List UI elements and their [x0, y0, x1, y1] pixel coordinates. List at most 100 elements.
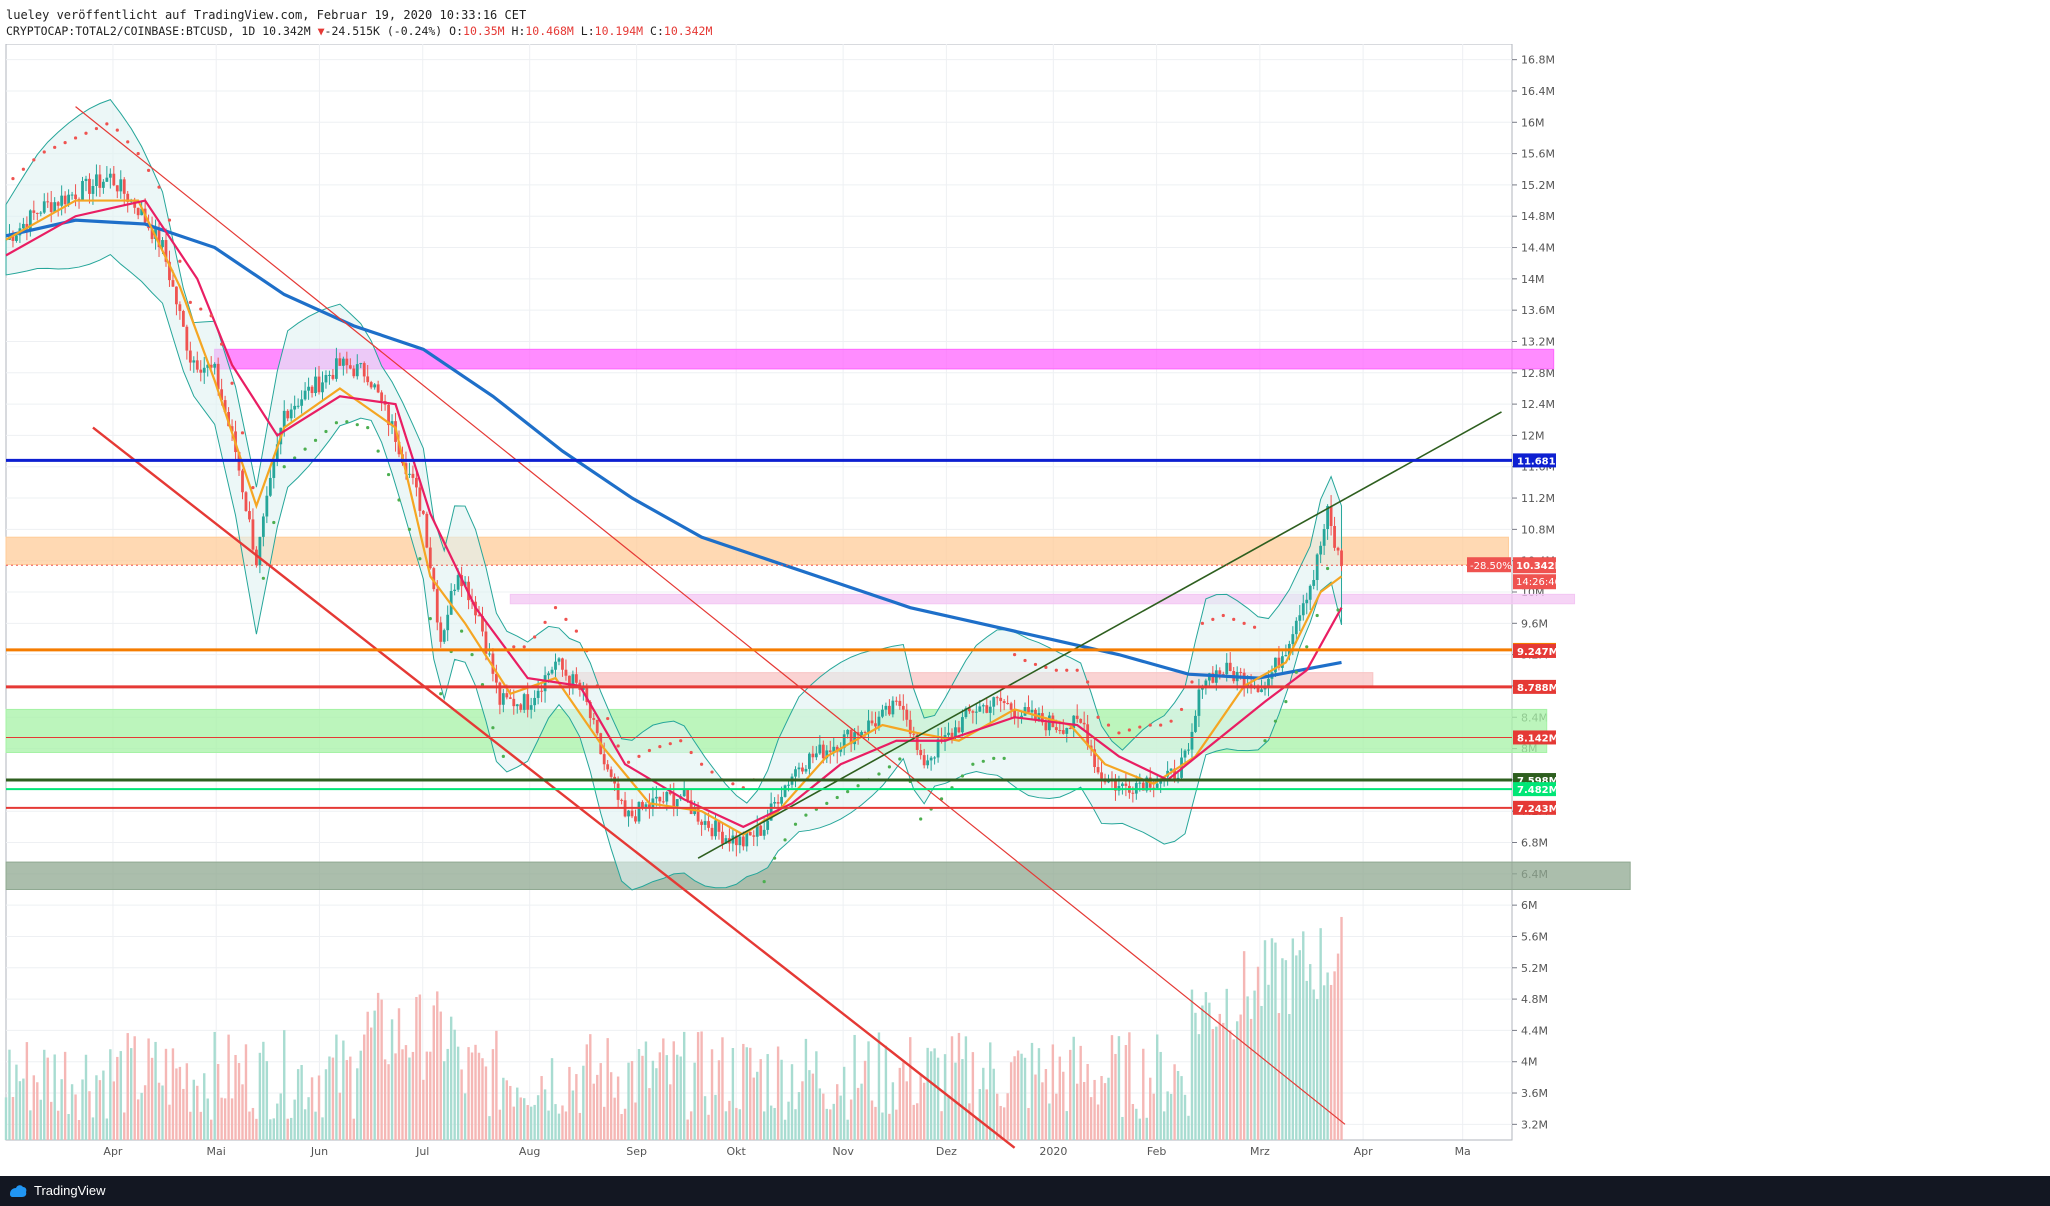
candle-body	[122, 179, 126, 194]
volume-bar	[335, 1034, 338, 1140]
psar-dot	[1273, 719, 1278, 723]
candle-body	[870, 720, 874, 724]
candle-body	[341, 358, 345, 366]
volume-bar	[1309, 964, 1312, 1140]
candle-body	[595, 719, 599, 734]
candle-body	[828, 750, 832, 753]
candle-body	[574, 674, 578, 683]
volume-bar	[568, 1066, 571, 1140]
candle-body	[846, 729, 850, 735]
candle-body	[359, 363, 363, 365]
volume-bar	[731, 1048, 735, 1140]
volume-bar	[422, 1079, 425, 1140]
candle-body	[15, 235, 18, 241]
candle-body	[488, 653, 491, 655]
tradingview-logo-icon[interactable]	[8, 1183, 28, 1199]
volume-bar	[342, 1040, 345, 1140]
volume-bar	[363, 1034, 366, 1140]
psar-dot	[1012, 653, 1017, 657]
psar-dot	[1242, 621, 1246, 625]
candle-body	[884, 705, 888, 710]
psar-dot	[679, 739, 683, 743]
volume-bar	[547, 1110, 550, 1140]
price-level-label: 7.598M	[1517, 776, 1559, 787]
psar-dot	[53, 145, 57, 149]
volume-bar	[818, 1088, 822, 1140]
volume-bar	[738, 1109, 742, 1140]
volume-bar	[512, 1106, 515, 1140]
volume-bar	[672, 1041, 675, 1140]
open-label: O:	[449, 24, 464, 38]
volume-bar	[1020, 1053, 1023, 1140]
psar-dot	[1179, 707, 1184, 712]
volume-bar	[853, 1034, 856, 1140]
candle-body	[508, 697, 512, 699]
volume-bar	[307, 1097, 310, 1140]
volume-bar	[721, 1037, 724, 1140]
volume-bar	[679, 1056, 682, 1140]
volume-bar	[453, 1029, 456, 1140]
volume-bar	[1103, 1083, 1107, 1140]
candle-body	[439, 622, 443, 642]
volume-bar	[863, 1060, 867, 1140]
volume-bar	[1277, 1013, 1281, 1140]
volume-bar	[1030, 1042, 1034, 1140]
psar-dot	[418, 557, 422, 561]
psar-dot	[1336, 608, 1340, 612]
psar-dot	[199, 307, 203, 311]
volume-bar	[272, 1118, 275, 1140]
volume-bar	[634, 1102, 637, 1140]
x-tick-label: Jul	[415, 1145, 429, 1158]
candle-body	[630, 810, 634, 817]
candle-body	[961, 717, 964, 733]
volume-bar	[665, 1055, 669, 1140]
psar-dot	[846, 790, 850, 794]
volume-bar	[1069, 1049, 1072, 1140]
candle-body	[641, 801, 644, 809]
volume-bar	[996, 1093, 999, 1140]
volume-bar	[1082, 1082, 1086, 1140]
volume-bar	[1048, 1103, 1051, 1140]
footer-brand[interactable]: TradingView	[34, 1183, 106, 1198]
candle-body	[1291, 634, 1295, 644]
volume-bar	[1079, 1045, 1082, 1140]
volume-bar	[1117, 1036, 1121, 1140]
candle-body	[1211, 673, 1215, 683]
last-value: 10.342M	[262, 24, 311, 38]
candle-body	[112, 173, 116, 186]
candle-body	[115, 185, 119, 192]
volume-bar	[822, 1093, 825, 1140]
candle-body	[985, 705, 989, 713]
volume-bar	[658, 1052, 662, 1140]
x-tick-label: Aug	[519, 1145, 540, 1158]
candle-body	[1326, 506, 1330, 530]
psar-dot	[992, 756, 996, 760]
candle-body	[950, 732, 954, 738]
psar-dot	[407, 527, 412, 531]
candle-body	[296, 405, 300, 407]
volume-bar	[136, 1099, 140, 1140]
psar-dot	[491, 726, 495, 730]
volume-bar	[686, 1119, 689, 1140]
volume-bar	[860, 1083, 863, 1140]
volume-bar	[265, 1061, 269, 1140]
symbol-name[interactable]: CRYPTOCAP:TOTAL2/COINBASE:BTCUSD, 1D	[6, 24, 256, 38]
volume-bar	[575, 1074, 578, 1140]
psar-dot	[689, 750, 693, 755]
volume-bar	[1041, 1082, 1044, 1140]
candle-body	[81, 181, 84, 200]
candle-body	[894, 700, 898, 702]
volume-bar	[470, 1052, 474, 1140]
volume-bar	[1284, 960, 1288, 1140]
candle-body	[1308, 585, 1312, 600]
candle-body	[275, 444, 279, 461]
candle-body	[11, 235, 15, 241]
candle-body	[39, 212, 43, 214]
candle-body	[644, 804, 648, 809]
price-chart[interactable]: 16.8M 16.4M 16M 15.6M 15.2M 14.8M 14.4M 14M 13.6…	[0, 44, 2050, 1176]
volume-bar	[888, 1113, 891, 1140]
volume-bar	[943, 1054, 947, 1140]
candle-body	[1225, 662, 1229, 675]
volume-bar	[213, 1031, 216, 1140]
volume-bar	[390, 1019, 394, 1140]
